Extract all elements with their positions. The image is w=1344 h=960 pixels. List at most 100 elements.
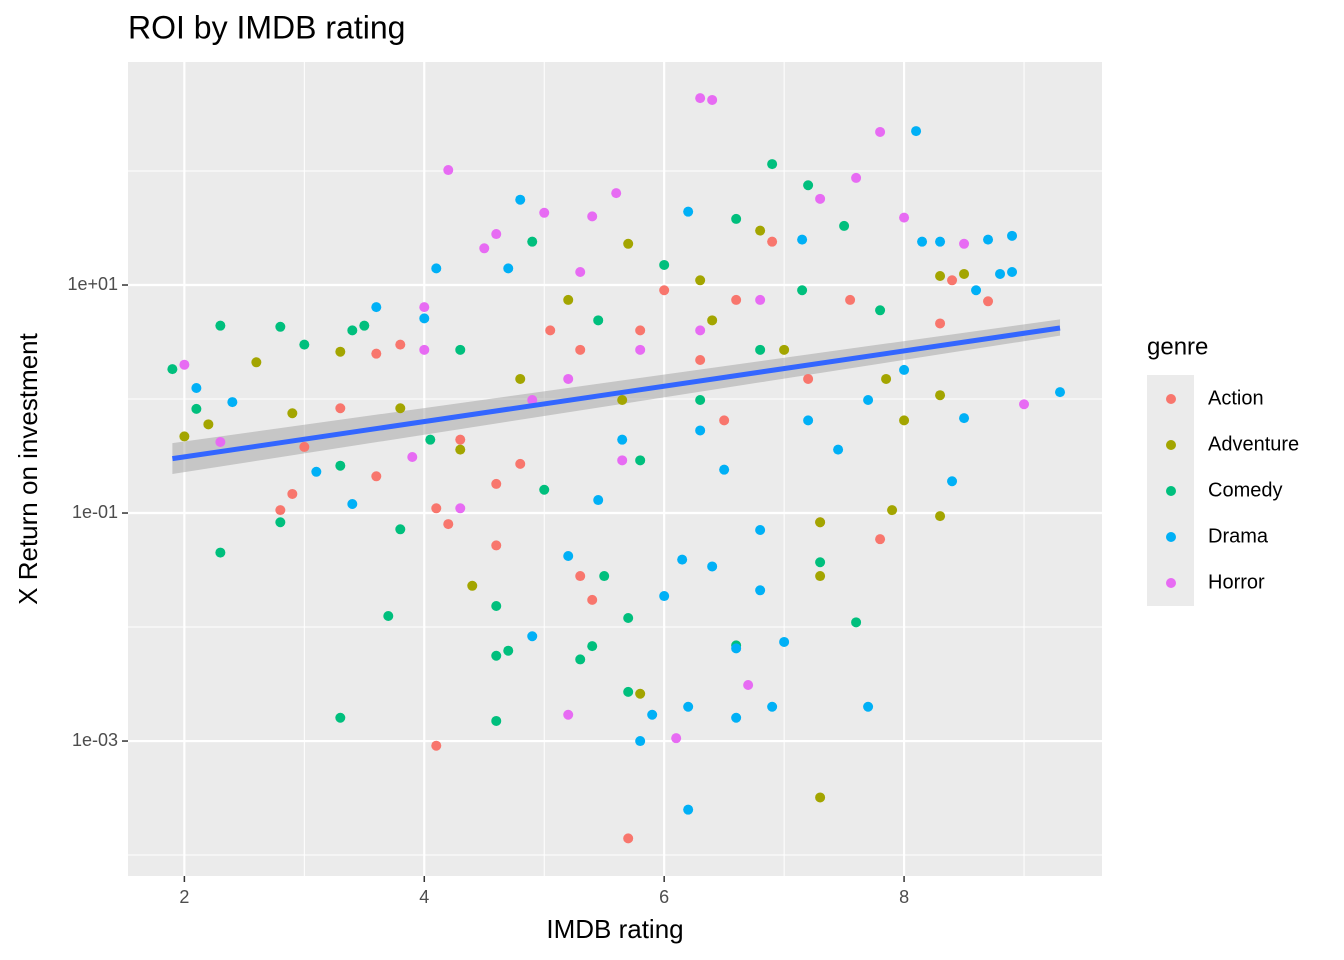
point: [917, 236, 928, 247]
point: [1007, 267, 1018, 278]
point: [623, 238, 634, 249]
point: [935, 270, 946, 281]
point: [911, 126, 922, 137]
point: [659, 591, 670, 602]
point: [515, 373, 526, 384]
point: [431, 740, 442, 751]
point: [767, 159, 778, 170]
point: [563, 373, 574, 384]
point: [527, 631, 538, 642]
point: [563, 709, 574, 720]
point: [527, 236, 538, 247]
point: [815, 571, 826, 582]
point: [995, 268, 1006, 279]
point: [635, 736, 646, 747]
legend-label: Adventure: [1208, 433, 1299, 455]
point: [455, 444, 466, 455]
point: [203, 419, 214, 430]
point: [455, 503, 466, 514]
y-tick-label: 1e-03: [72, 730, 118, 750]
point: [731, 643, 742, 654]
point: [431, 263, 442, 274]
point: [419, 344, 430, 355]
x-axis-label: IMDB rating: [546, 914, 683, 944]
point: [707, 94, 718, 105]
point: [899, 364, 910, 375]
point: [983, 296, 994, 307]
legend-key: [1166, 394, 1176, 404]
point: [755, 294, 766, 305]
point: [617, 395, 628, 406]
point: [617, 434, 628, 445]
point: [959, 413, 970, 424]
chart-title: ROI by IMDB rating: [128, 9, 405, 45]
point: [191, 403, 202, 414]
point: [1055, 387, 1066, 398]
point: [299, 441, 310, 452]
point: [515, 458, 526, 469]
point: [311, 466, 322, 477]
point: [275, 517, 286, 528]
point: [935, 318, 946, 329]
point: [719, 464, 730, 475]
point: [797, 234, 808, 245]
point: [935, 511, 946, 522]
point: [527, 395, 538, 406]
point: [215, 547, 226, 558]
point: [431, 503, 442, 514]
x-tick-label: 2: [179, 887, 189, 907]
legend-label: Action: [1208, 387, 1264, 409]
legend-key: [1166, 486, 1176, 496]
point: [659, 285, 670, 296]
point: [287, 408, 298, 419]
legend-key: [1166, 578, 1176, 588]
point: [683, 206, 694, 217]
point: [491, 478, 502, 489]
point: [179, 359, 190, 370]
point: [935, 236, 946, 247]
point: [545, 325, 556, 336]
point: [395, 524, 406, 535]
trend-line: [172, 325, 1061, 462]
point: [899, 415, 910, 426]
point: [659, 259, 670, 270]
point: [335, 460, 346, 471]
x-tick-label: 8: [899, 887, 909, 907]
point: [443, 519, 454, 530]
point: [851, 172, 862, 183]
point: [371, 348, 382, 359]
point: [395, 339, 406, 350]
point: [515, 194, 526, 205]
point: [587, 641, 598, 652]
point: [623, 833, 634, 844]
point: [623, 686, 634, 697]
y-tick-label: 1e+01: [67, 274, 118, 294]
point: [275, 321, 286, 332]
point: [1007, 230, 1018, 241]
y-tick-label: 1e-01: [72, 502, 118, 522]
point: [683, 701, 694, 712]
point: [419, 302, 430, 313]
legend-key: [1166, 532, 1176, 542]
point: [695, 425, 706, 436]
point: [719, 415, 730, 426]
point: [575, 654, 586, 665]
point: [959, 238, 970, 249]
point: [683, 804, 694, 815]
point: [803, 180, 814, 191]
point: [335, 346, 346, 357]
legend-title: genre: [1147, 333, 1208, 360]
point: [179, 431, 190, 442]
point: [731, 712, 742, 723]
point: [839, 220, 850, 231]
point: [755, 524, 766, 535]
point: [863, 701, 874, 712]
point: [695, 325, 706, 336]
legend-key: [1166, 440, 1176, 450]
point: [455, 344, 466, 355]
point: [707, 561, 718, 572]
point: [815, 517, 826, 528]
point: [959, 268, 970, 279]
point: [881, 373, 892, 384]
point: [971, 285, 982, 296]
